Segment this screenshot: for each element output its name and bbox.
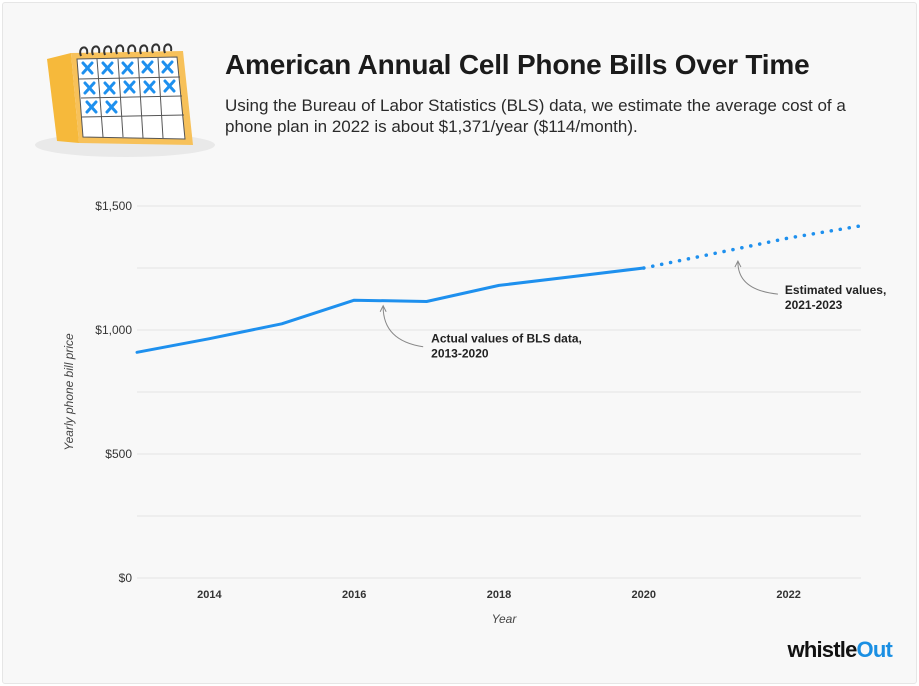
series-line-actual <box>135 266 646 354</box>
annotation-text: 2013-2020 <box>431 347 489 361</box>
x-tick-label: 2018 <box>487 589 511 601</box>
y-tick-label: $500 <box>105 447 132 461</box>
annotation-arrowhead <box>379 304 387 312</box>
line-chart: $0 $500 $1,000 $1,500 2014 2016 2018 2020 2022 Ye… <box>62 199 886 626</box>
page-title: American Annual Cell Phone Bills Over Ti… <box>225 49 810 80</box>
x-tick-label: 2016 <box>342 589 366 601</box>
brand-logo: whistleOut <box>787 637 893 663</box>
y-tick-label: $1,500 <box>95 199 132 213</box>
annotation-arrowhead <box>734 259 742 268</box>
page-subtitle: Using the Bureau of Labor Statistics (BL… <box>225 96 846 136</box>
x-tick-label: 2014 <box>197 589 222 601</box>
y-axis-label: Yearly phone bill price <box>62 333 76 451</box>
y-tick-label: $1,000 <box>95 323 132 337</box>
annotation-text: Estimated values, <box>785 283 886 297</box>
calendar-icon <box>35 43 215 157</box>
x-tick-label: 2022 <box>776 589 800 601</box>
annotation-text: Actual values of BLS data, <box>431 332 582 346</box>
x-axis-label: Year <box>492 612 518 626</box>
annotation-arrow <box>382 306 424 348</box>
annotation-arrow <box>737 262 778 295</box>
x-tick-label: 2020 <box>632 589 656 601</box>
brand-name: whistle <box>787 637 858 662</box>
annotation-text: 2021-2023 <box>785 298 843 312</box>
y-tick-label: $0 <box>119 571 133 585</box>
series-line-estimated <box>642 224 863 270</box>
brand-name-accent: Out <box>856 637 893 662</box>
